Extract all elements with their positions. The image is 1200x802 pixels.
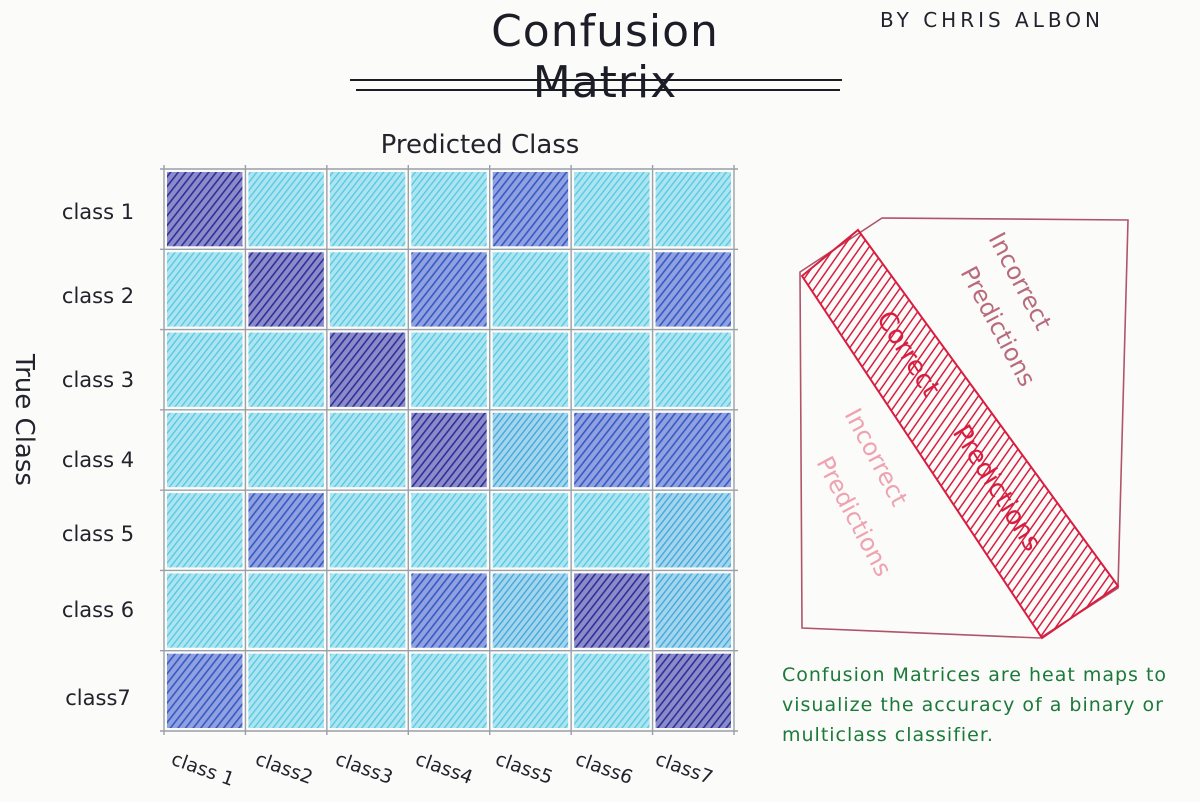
matrix-cell: [411, 332, 487, 407]
matrix-cell: [655, 252, 731, 327]
matrix-cell: [655, 332, 731, 407]
matrix-cell: [492, 172, 569, 247]
row-label-class-2: class 2: [61, 284, 135, 308]
matrix-cell: [574, 412, 650, 488]
matrix-cell: [574, 332, 650, 407]
matrix-cell: [167, 172, 243, 247]
matrix-cell: [574, 493, 650, 568]
col-label-class-2: class2: [252, 748, 316, 789]
matrix-cell: [248, 172, 324, 247]
matrix-cell: [655, 573, 731, 648]
matrix-cell: [492, 653, 569, 728]
matrix-cell: [248, 653, 324, 728]
matrix-cell: [248, 493, 324, 568]
matrix-cell: [248, 332, 324, 407]
explanation-note: Confusion Matrices are heat maps to visu…: [782, 664, 1168, 746]
matrix-cell: [248, 573, 324, 648]
matrix-cell: [655, 412, 731, 488]
inset-frame: [799, 217, 1129, 639]
matrix-cell: [574, 653, 650, 728]
matrix-cell: [329, 573, 406, 648]
matrix-cell: [492, 493, 569, 568]
row-label-class-6: class 6: [61, 598, 135, 622]
matrix-cell: [329, 493, 406, 568]
title-underline: [350, 79, 842, 91]
matrix-cell: [411, 493, 487, 568]
page-title: Confusion Matrix: [491, 6, 719, 108]
col-label-class-1: class 1: [168, 748, 238, 792]
col-label-class-4: class4: [412, 748, 476, 789]
matrix-cell: [167, 653, 243, 728]
row-label-class-5: class 5: [61, 522, 135, 546]
diagonal-explainer: Incorrect Predictions Correct Prediction…: [799, 217, 1129, 640]
matrix-cell: [574, 172, 650, 247]
matrix-cell: [248, 252, 324, 327]
matrix-cell: [167, 332, 243, 407]
col-label-class-7: class7: [652, 748, 716, 789]
col-label-class-5: class5: [492, 748, 556, 789]
matrix-cell: [329, 172, 406, 247]
matrix-cell: [329, 332, 406, 407]
matrix-cell: [248, 412, 324, 488]
matrix-cell: [329, 412, 406, 488]
author-credit: BY CHRIS ALBON: [880, 8, 1104, 32]
matrix-cell: [167, 493, 243, 568]
matrix-cell: [329, 653, 406, 728]
matrix-cell: [492, 332, 569, 407]
correct-predictions-band: [800, 228, 1120, 640]
row-label-class-3: class 3: [61, 368, 135, 392]
matrix-cell: [492, 252, 569, 327]
matrix-cell: [329, 252, 406, 327]
matrix-cell: [167, 252, 243, 327]
col-label-class-6: class6: [572, 748, 636, 789]
row-label-class-1: class 1: [61, 200, 135, 224]
matrix-cell: [574, 252, 650, 327]
x-axis-title: Predicted Class: [380, 130, 580, 160]
matrix-cell: [167, 412, 243, 488]
row-label-class-7: class7: [65, 686, 131, 710]
matrix-cell: [411, 573, 487, 648]
matrix-cell: [411, 653, 487, 728]
matrix-cell: [574, 573, 650, 648]
matrix-cell: [167, 573, 243, 648]
confusion-matrix-grid: [160, 165, 738, 735]
matrix-cell: [492, 412, 569, 488]
matrix-cell: [411, 252, 487, 327]
y-axis-title: True Class: [9, 354, 39, 486]
matrix-cell: [655, 493, 731, 568]
row-label-class-4: class 4: [61, 448, 135, 472]
matrix-cell: [655, 172, 731, 247]
matrix-cell: [492, 573, 569, 648]
matrix-cell: [411, 172, 487, 247]
matrix-cell: [655, 653, 731, 728]
col-label-class-3: class3: [332, 748, 396, 789]
matrix-cell: [411, 412, 487, 488]
